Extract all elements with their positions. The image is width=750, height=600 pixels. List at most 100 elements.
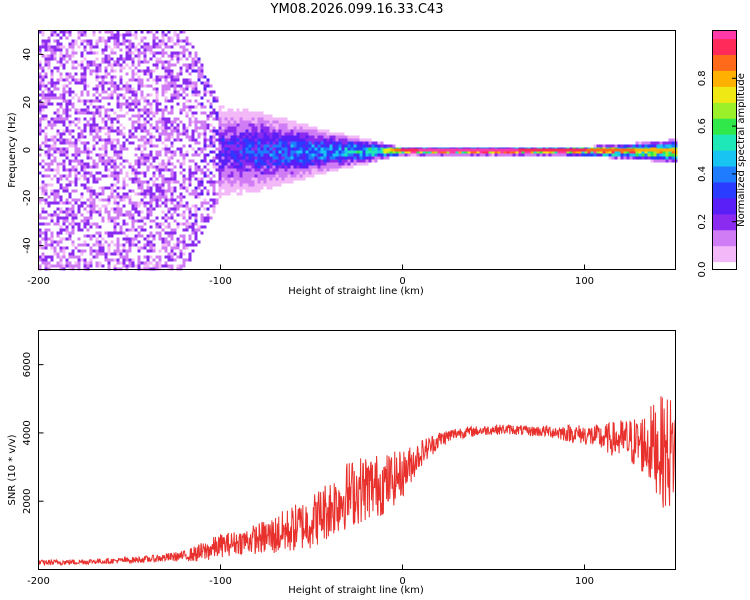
heatmap-cell (374, 150, 378, 154)
heatmap-cell (128, 39, 132, 43)
heatmap-cell (95, 141, 99, 145)
heatmap-cell (194, 237, 198, 241)
heatmap-cell (107, 210, 111, 214)
heatmap-peak-cell (576, 148, 579, 152)
heatmap-cell (578, 153, 582, 157)
heatmap-cell (176, 135, 180, 139)
heatmap-cell (179, 165, 183, 169)
heatmap-cell (323, 168, 327, 172)
colorbar-segment (712, 183, 737, 187)
heatmap-cell (143, 237, 147, 241)
heatmap-x-ticks: -200 -100 0 100 (27, 264, 594, 287)
heatmap-cell (587, 150, 591, 154)
heatmap-cell (245, 123, 249, 127)
heatmap-cell (251, 132, 255, 136)
heatmap-cell (248, 126, 252, 130)
heatmap-cell (122, 39, 126, 43)
heatmap-peak-cell (516, 148, 519, 152)
heatmap-cell (173, 30, 177, 34)
heatmap-cell (110, 240, 114, 244)
heatmap-peak-cell (432, 148, 435, 152)
heatmap-cell (176, 159, 180, 163)
heatmap-cell (176, 180, 180, 184)
heatmap-cell (128, 66, 132, 70)
heatmap-cell (44, 192, 48, 196)
heatmap-cell (500, 153, 504, 157)
heatmap-cell (170, 54, 174, 58)
heatmap-cell (254, 153, 258, 157)
heatmap-cell (320, 129, 324, 133)
heatmap-cell (284, 120, 288, 124)
heatmap-cell (164, 213, 168, 217)
heatmap-cell (308, 165, 312, 169)
heatmap-cell (317, 156, 321, 160)
heatmap-cell (83, 186, 87, 190)
heatmap-cell (221, 126, 225, 130)
heatmap-cell (71, 159, 75, 163)
heatmap-cell (167, 252, 171, 256)
heatmap-cell (275, 150, 279, 154)
heatmap-cell (68, 183, 72, 187)
heatmap-cell (227, 168, 231, 172)
heatmap-cell (53, 141, 57, 145)
heatmap-cell (77, 117, 81, 121)
heatmap-cell (317, 144, 321, 148)
heatmap-cell (143, 45, 147, 49)
heatmap-cell (92, 207, 96, 211)
heatmap-cell (278, 150, 282, 154)
heatmap-cell (209, 102, 213, 106)
heatmap-cell (212, 192, 216, 196)
heatmap-cell (551, 153, 555, 157)
heatmap-cell (299, 126, 303, 130)
heatmap-cell (668, 144, 672, 148)
heatmap-cell (113, 198, 117, 202)
heatmap-peak-cell (562, 148, 565, 152)
heatmap-cell (101, 75, 105, 79)
heatmap-cell (281, 141, 285, 145)
heatmap-cell (53, 84, 57, 88)
heatmap-cell (335, 162, 339, 166)
heatmap-cell (146, 45, 150, 49)
heatmap-cell (287, 147, 291, 151)
heatmap-cell (113, 147, 117, 151)
heatmap-cell (278, 132, 282, 136)
heatmap-cell (125, 147, 129, 151)
heatmap-cell (47, 255, 51, 259)
heatmap-cell (161, 141, 165, 145)
heatmap-cell (164, 90, 168, 94)
heatmap-cell (182, 105, 186, 109)
heatmap-cell (188, 222, 192, 226)
heatmap-cell (74, 261, 78, 265)
heatmap-cell (647, 144, 651, 148)
heatmap-cell (134, 78, 138, 82)
heatmap-cell (149, 126, 153, 130)
heatmap-cell (251, 126, 255, 130)
heatmap-cell (248, 186, 252, 190)
heatmap-cell (338, 138, 342, 142)
heatmap-cell (281, 147, 285, 151)
heatmap-cell (146, 183, 150, 187)
heatmap-cell (95, 96, 99, 100)
heatmap-cell (200, 216, 204, 220)
heatmap-cell (89, 237, 93, 241)
colorbar-segment (712, 207, 737, 211)
colorbar-segment (712, 104, 737, 107)
heatmap-cell (158, 186, 162, 190)
colorbar-segment (712, 132, 737, 135)
heatmap-cell (62, 30, 66, 34)
heatmap-cell (239, 168, 243, 172)
heatmap-cell (71, 51, 75, 55)
heatmap-cell (665, 153, 669, 157)
heatmap-cell (143, 96, 147, 100)
heatmap-cell (119, 123, 123, 127)
heatmap-cell (239, 174, 243, 178)
heatmap-cell (266, 180, 270, 184)
heatmap-cell (260, 150, 264, 154)
heatmap-cell (59, 177, 63, 181)
heatmap-cell (167, 75, 171, 79)
heatmap-cell (191, 153, 195, 157)
heatmap-cell (50, 153, 54, 157)
heatmap-cell (269, 114, 273, 118)
heatmap-cell (107, 72, 111, 76)
heatmap-cell (119, 63, 123, 67)
